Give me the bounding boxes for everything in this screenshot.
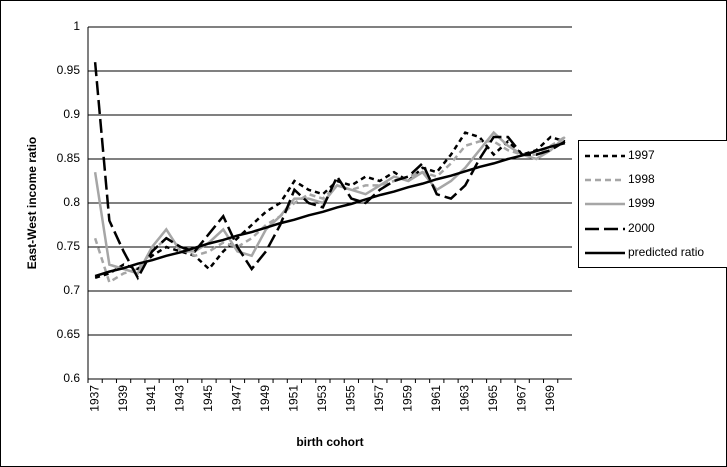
x-tick-label: 1955: [344, 385, 358, 412]
y-tick-label: 1: [73, 19, 80, 33]
x-axis-title: birth cohort: [296, 435, 363, 449]
series-line: [94, 131, 566, 279]
x-tick-label: 1969: [543, 385, 557, 412]
y-tick-label: 0.75: [57, 239, 81, 253]
legend-label: 1998: [628, 172, 655, 186]
y-tick-label: 0.95: [57, 63, 81, 77]
x-tick-label: 1965: [486, 385, 500, 412]
y-tick-label: 0.85: [57, 151, 81, 165]
x-tick-label: 1947: [230, 385, 244, 412]
x-tick-label: 1963: [457, 385, 471, 412]
x-tick-label: 1967: [514, 385, 528, 412]
x-tick-label: 1939: [116, 385, 130, 412]
x-tick-label: 1937: [87, 385, 101, 412]
x-tick-label: 1941: [144, 385, 158, 412]
y-tick-label: 0.8: [63, 195, 80, 209]
x-tick-label: 1957: [372, 385, 386, 412]
y-tick-label: 0.65: [57, 327, 81, 341]
x-tick-label: 1961: [429, 385, 443, 412]
legend-label: 1997: [628, 148, 655, 162]
x-tick-label: 1953: [315, 385, 329, 412]
x-tick-label: 1951: [287, 385, 301, 412]
x-tick-label: 1959: [400, 385, 414, 412]
legend-label: 2000: [628, 221, 655, 235]
series-line: [93, 130, 566, 275]
x-tick-label: 1943: [173, 385, 187, 412]
series-line: [93, 62, 566, 281]
y-tick-label: 0.7: [63, 283, 80, 297]
series-line: [94, 141, 566, 278]
x-tick-label: 1949: [258, 385, 272, 412]
legend-label: predicted ratio: [628, 245, 704, 259]
y-axis-title: East-West income ratio: [25, 137, 39, 269]
y-tick-label: 0.6: [63, 371, 80, 385]
legend-label: 1999: [628, 196, 655, 210]
y-tick-label: 0.9: [63, 107, 80, 121]
x-tick-label: 1945: [201, 385, 215, 412]
